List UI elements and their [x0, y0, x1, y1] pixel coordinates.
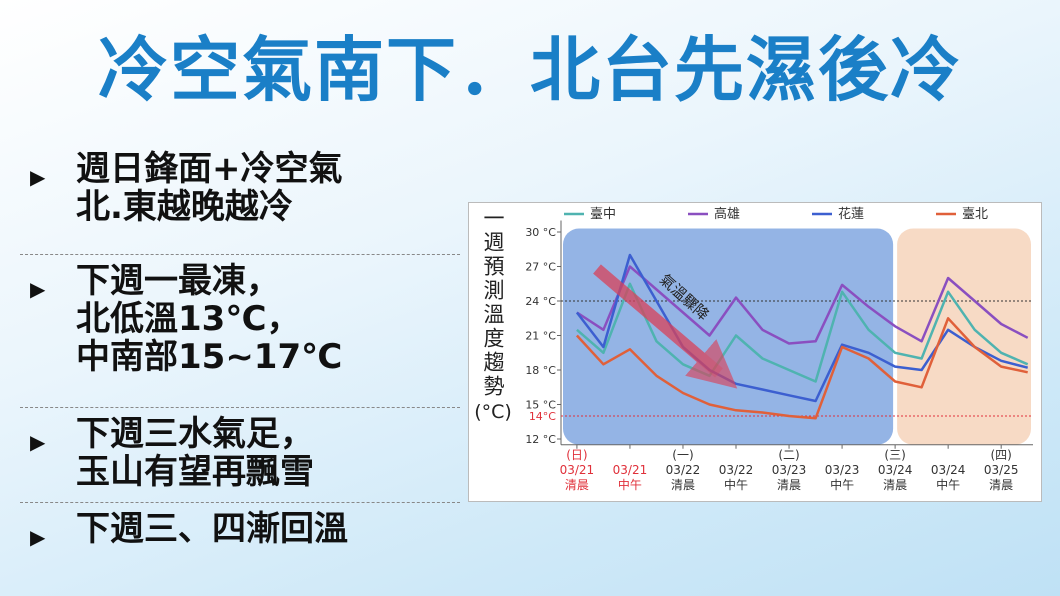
y-tick-label: 12 °C — [525, 433, 556, 446]
separator — [20, 407, 460, 408]
y-tick-label: 24 °C — [525, 295, 556, 308]
x-period-label: 清晨 — [671, 478, 695, 492]
x-day-label: (四) — [990, 448, 1011, 462]
legend-label: 臺中 — [590, 207, 616, 222]
bullet-line: 玉山有望再飄雪 — [76, 452, 314, 492]
bullet-line: 北.東越晚越冷 — [76, 187, 293, 227]
x-day-label: (日) — [566, 448, 587, 462]
y-unit: (°C) — [474, 401, 512, 423]
x-day-label: (三) — [884, 448, 905, 462]
bullet-line: 週日鋒面+冷空氣 — [76, 149, 343, 189]
chart: 12 °C 15 °C 18 °C 21 °C 24 °C 27 °C 30 °C 14°C (… — [525, 206, 1033, 492]
legend-label: 臺北 — [962, 207, 988, 222]
x-tick-label: 03/22 — [666, 463, 701, 477]
bullet-line: 下週三、四漸回溫 — [76, 509, 348, 549]
bullet-text: 下週一最凍， 北低溫13℃， 中南部15~17℃ — [76, 262, 460, 376]
legend-label: 花蓮 — [838, 206, 864, 222]
chart-panel: 一週預測溫度趨勢 (°C) 12 °C 15 °C 18 °C 21 °C 24 °C 2… — [468, 202, 1042, 502]
series-line — [575, 253, 1029, 403]
bullet-marker: ▶ — [30, 430, 46, 454]
bullet-text: 下週三、四漸回溫 — [76, 510, 460, 548]
bullet: ▶ 下週三、四漸回溫 — [30, 510, 460, 549]
bullet-line: 下週一最凍， — [76, 261, 280, 301]
x-tick-label: 03/25 — [984, 463, 1019, 477]
bullet-text: 下週三水氣足， 玉山有望再飄雪 — [76, 415, 460, 491]
x-tick-label: 03/23 — [772, 463, 807, 477]
x-tick-label: 03/24 — [878, 463, 913, 477]
x-period-label: 中午 — [724, 477, 748, 492]
chart-title-block: 一週預測溫度趨勢 (°C) — [473, 207, 513, 425]
x-period-label: 中午 — [936, 477, 960, 492]
series-line — [575, 317, 1028, 420]
bullet-text: 週日鋒面+冷空氣 北.東越晚越冷 — [76, 150, 460, 226]
x-period-label: 中午 — [618, 477, 642, 492]
x-period-label: 清晨 — [883, 478, 907, 492]
y-tick-label: 15 °C — [525, 399, 556, 412]
bullet-line: 下週三水氣足， — [76, 414, 314, 454]
separator — [20, 254, 460, 255]
x-period-label: 清晨 — [565, 478, 589, 492]
bullet: ▶ 週日鋒面+冷空氣 北.東越晚越冷 — [30, 150, 460, 226]
headline: 冷空氣南下．北台先濕後冷 — [98, 29, 962, 111]
x-tick-label: 03/24 — [931, 463, 966, 477]
trend-arrow — [593, 264, 738, 389]
bullet: ▶ 下週一最凍， 北低溫13℃， 中南部15~17℃ — [30, 262, 460, 376]
x-day-label: (二) — [778, 448, 799, 462]
x-day-label: (一) — [672, 448, 693, 462]
bullet-line: 中南部15~17℃ — [76, 337, 343, 377]
x-period-label: 中午 — [830, 477, 854, 492]
series-line — [576, 282, 1029, 383]
y-tick-label: 27 °C — [525, 261, 556, 274]
x-tick-label: 03/21 — [613, 463, 648, 477]
chart-title: 一週預測溫度趨勢 — [481, 207, 505, 399]
reference-label: 14°C — [529, 410, 556, 423]
y-tick-label: 18 °C — [525, 364, 556, 377]
series-line — [576, 265, 1029, 345]
x-tick-label: 03/21 — [560, 463, 595, 477]
legend-label: 高雄 — [714, 206, 740, 222]
region — [563, 228, 894, 445]
separator — [20, 502, 460, 503]
x-period-label: 清晨 — [777, 478, 801, 492]
bullet-line: 北低溫13℃， — [76, 299, 301, 339]
x-tick-label: 03/22 — [719, 463, 754, 477]
x-period-label: 清晨 — [989, 478, 1013, 492]
bullet-marker: ▶ — [30, 165, 46, 189]
bullet: ▶ 下週三水氣足， 玉山有望再飄雪 — [30, 415, 460, 491]
bullet-marker: ▶ — [30, 277, 46, 301]
y-tick-label: 30 °C — [525, 226, 556, 239]
y-tick-label: 21 °C — [525, 330, 556, 343]
bullet-marker: ▶ — [30, 525, 46, 549]
x-tick-label: 03/23 — [825, 463, 860, 477]
